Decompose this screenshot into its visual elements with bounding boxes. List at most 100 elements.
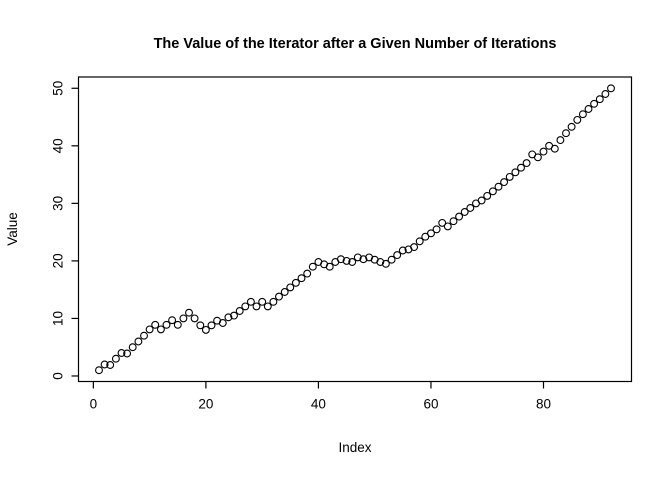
y-tick-label: 50	[51, 81, 66, 96]
data-point	[607, 84, 615, 93]
data-point	[297, 274, 306, 283]
data-point	[376, 258, 385, 266]
data-point	[111, 354, 120, 363]
data-point	[578, 110, 587, 119]
data-point	[207, 321, 216, 330]
data-point	[258, 297, 267, 306]
data-points-group	[95, 84, 615, 375]
data-point	[348, 258, 357, 266]
data-point	[134, 337, 143, 346]
data-point	[443, 222, 452, 231]
data-point	[460, 208, 469, 216]
data-point	[123, 349, 132, 358]
data-point	[190, 314, 199, 323]
y-axis-ticks: 0 10 20 30 40 50	[51, 81, 79, 380]
data-point	[427, 229, 435, 238]
data-point	[100, 360, 109, 369]
x-tick-label: 60	[423, 397, 438, 412]
data-point	[488, 187, 497, 196]
data-point	[590, 99, 599, 108]
data-point	[398, 246, 407, 255]
data-point	[601, 90, 610, 98]
data-point	[556, 136, 565, 145]
data-point	[494, 182, 503, 191]
data-point	[533, 153, 542, 162]
y-tick-label: 0	[51, 372, 66, 380]
data-point	[151, 320, 160, 329]
x-tick-label: 0	[90, 397, 98, 412]
data-point	[438, 218, 447, 227]
data-point	[500, 178, 509, 187]
data-point	[511, 168, 520, 177]
data-point	[449, 217, 458, 226]
data-point	[483, 191, 492, 200]
data-point	[505, 172, 514, 181]
data-point	[573, 115, 582, 124]
data-point	[241, 302, 250, 311]
data-point	[336, 255, 345, 264]
data-point	[156, 325, 165, 334]
y-tick-label: 30	[51, 196, 66, 211]
plot-border-box	[77, 76, 633, 383]
x-tick-label: 40	[311, 397, 326, 412]
data-point	[595, 95, 604, 104]
data-point	[179, 314, 188, 323]
data-point	[387, 255, 396, 264]
data-point	[252, 302, 261, 311]
data-point	[325, 262, 334, 271]
chart-title: The Value of the Iterator after a Given …	[154, 36, 557, 52]
data-point	[140, 331, 148, 340]
data-point	[286, 283, 295, 292]
data-point	[415, 237, 424, 246]
data-point	[291, 278, 300, 287]
data-point	[477, 196, 486, 205]
data-point	[455, 212, 464, 221]
data-point	[218, 319, 227, 327]
data-point	[421, 232, 430, 241]
y-tick-label: 10	[51, 311, 66, 326]
data-point	[539, 147, 548, 156]
data-point	[145, 325, 154, 334]
data-point	[308, 262, 317, 271]
data-point	[303, 269, 312, 278]
data-point	[162, 320, 171, 329]
data-point	[235, 307, 244, 315]
data-point	[342, 256, 351, 265]
data-point	[359, 255, 368, 264]
data-point	[269, 297, 278, 306]
data-point	[381, 259, 390, 268]
data-point	[117, 349, 126, 357]
x-tick-label: 20	[198, 397, 213, 412]
y-axis-label: Value	[5, 212, 20, 246]
data-point	[128, 343, 137, 352]
data-point	[201, 325, 210, 334]
data-point	[550, 144, 559, 153]
data-point	[353, 253, 362, 262]
data-point	[567, 122, 576, 131]
data-point	[517, 163, 525, 172]
data-point	[168, 316, 177, 325]
data-point	[432, 225, 441, 234]
y-tick-label: 20	[51, 253, 66, 268]
data-point	[173, 320, 182, 329]
data-point	[275, 292, 283, 301]
data-point	[106, 361, 115, 369]
data-point	[185, 308, 193, 317]
data-point	[224, 313, 233, 322]
data-point	[410, 243, 419, 252]
data-point	[466, 204, 475, 212]
data-point	[584, 105, 593, 113]
x-tick-label: 80	[536, 397, 551, 412]
data-point	[393, 251, 402, 260]
data-point	[263, 302, 272, 311]
x-axis-ticks: 0 20 40 60 80	[90, 381, 551, 412]
data-point	[562, 129, 570, 138]
data-point	[95, 366, 103, 375]
y-tick-label: 40	[51, 138, 66, 153]
data-point	[230, 311, 238, 320]
data-point	[280, 288, 289, 296]
data-point	[522, 159, 531, 168]
data-point	[196, 321, 205, 330]
